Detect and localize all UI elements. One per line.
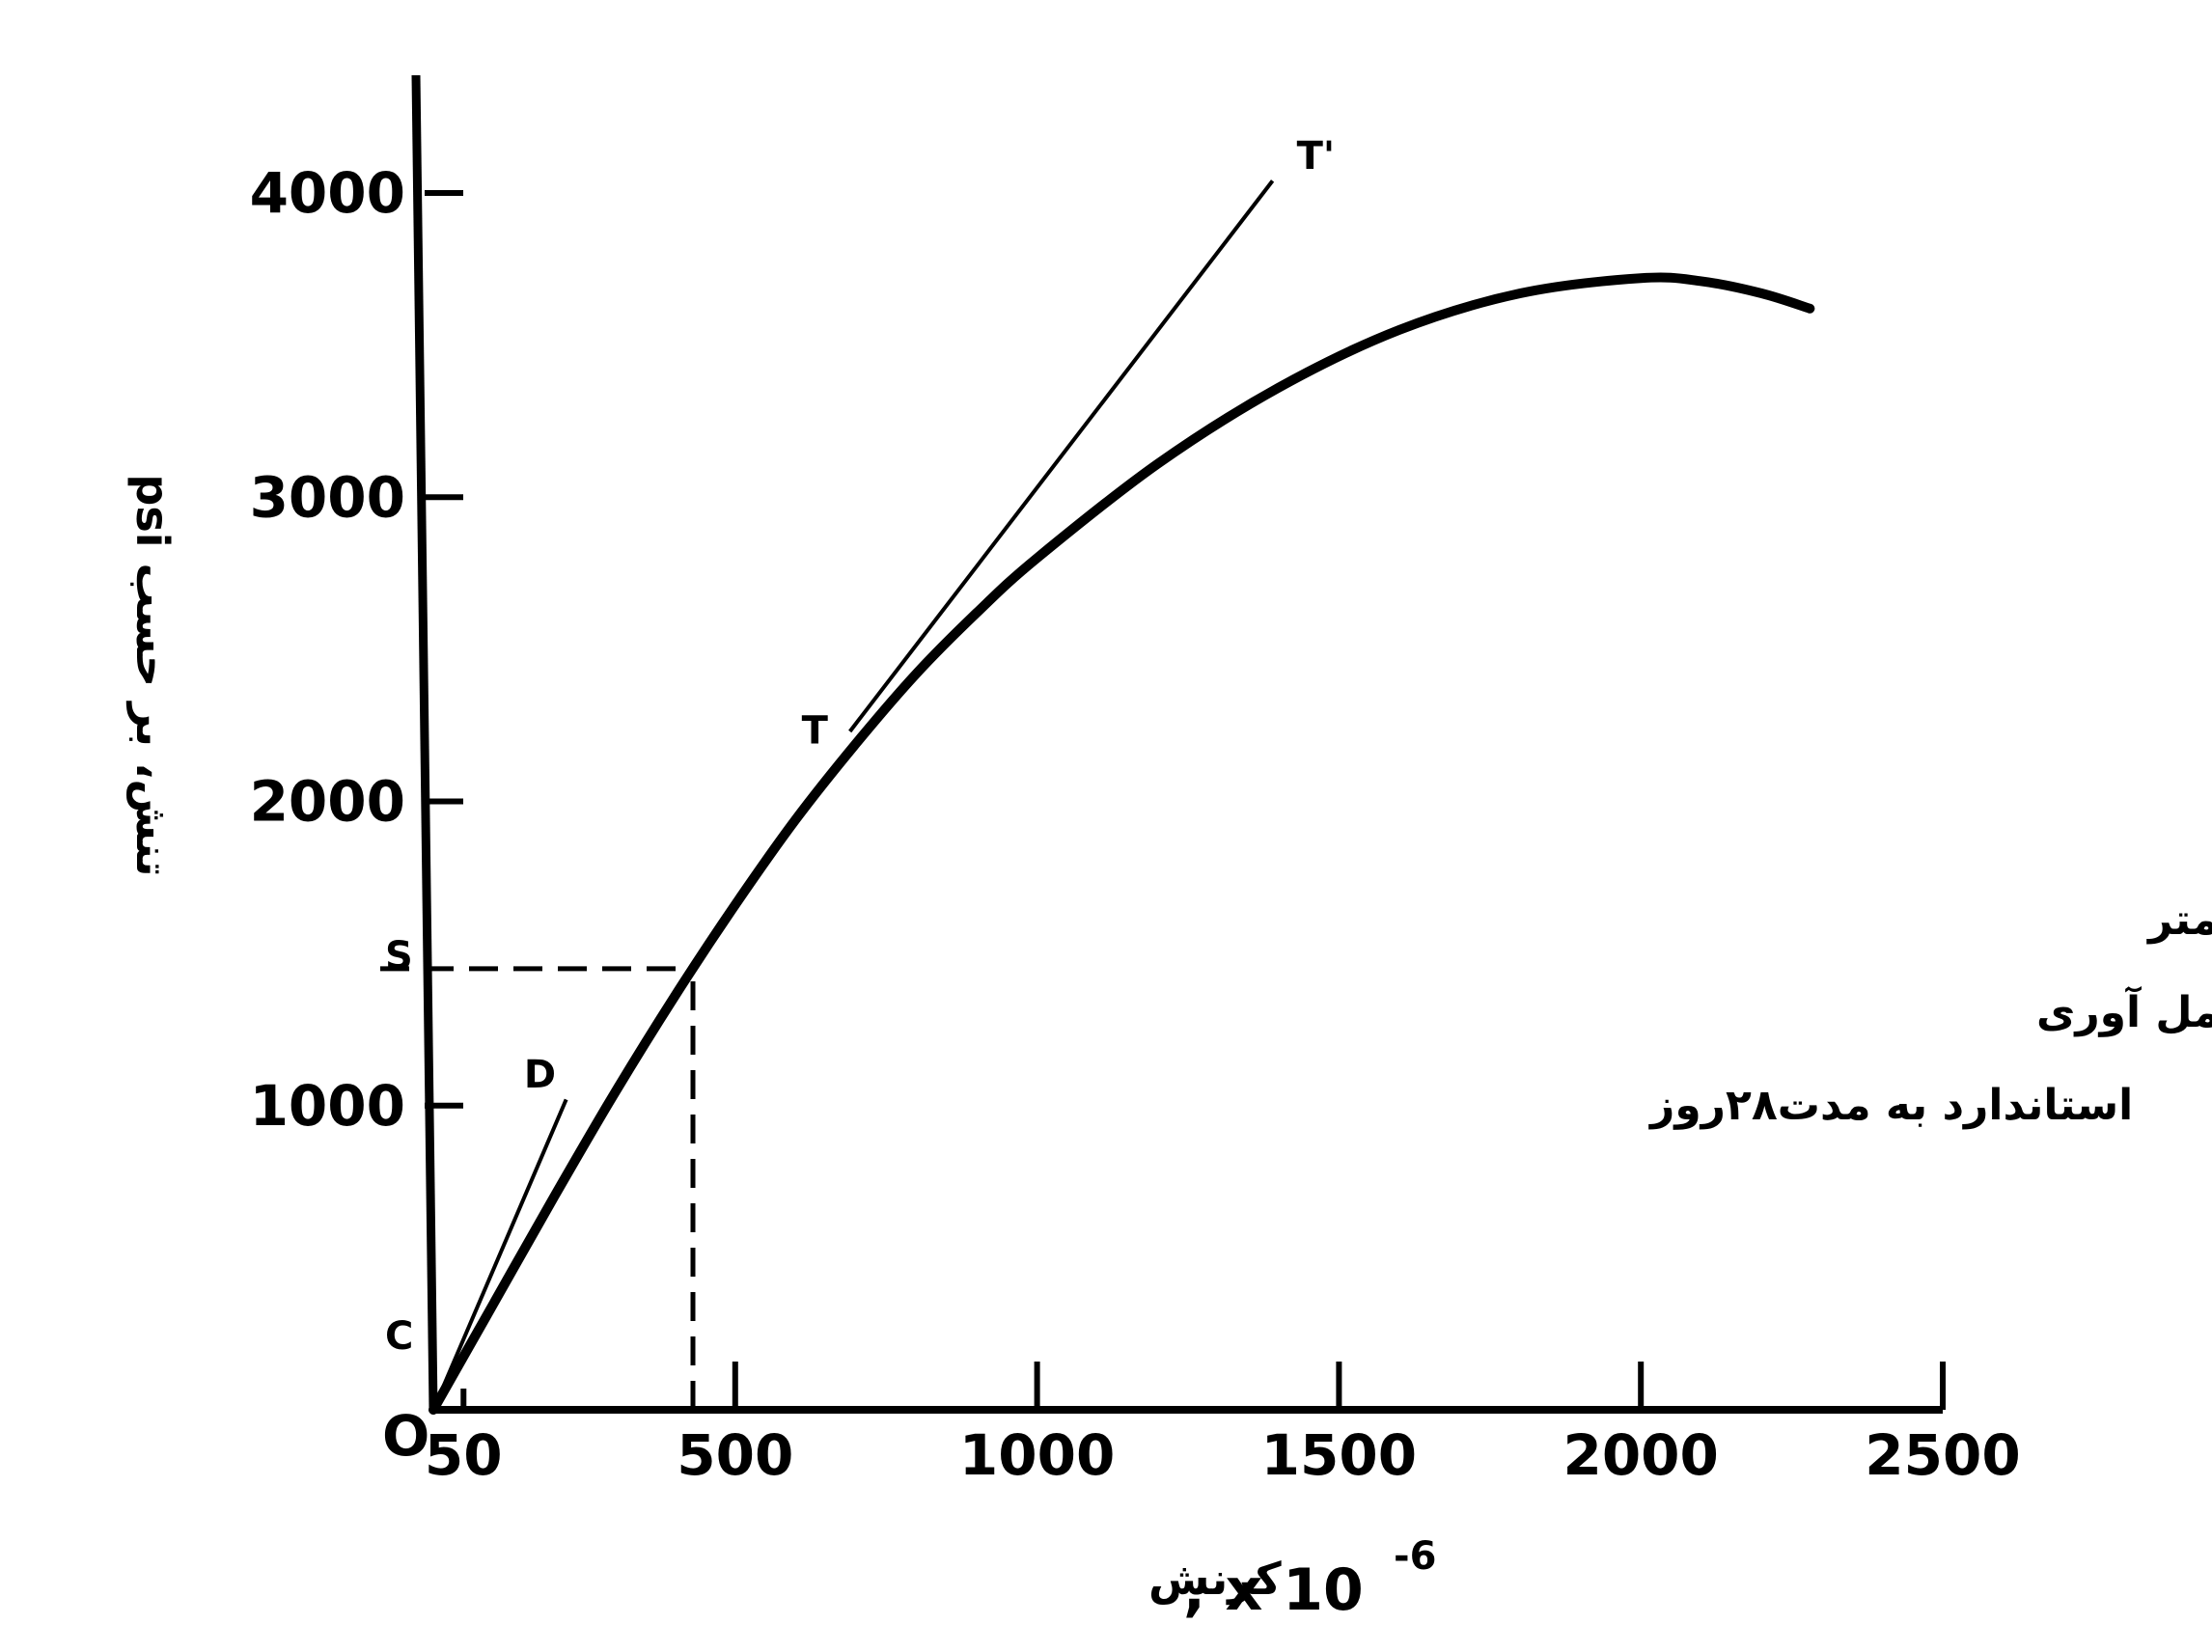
x-tick-label: 50 <box>425 1422 503 1488</box>
x-axis-title: کرنش <box>1148 1553 1282 1605</box>
reference-lines <box>380 966 696 1410</box>
x-axis-scale: , x 10 <box>1183 1556 1364 1624</box>
y-tick-label: 2000 <box>250 769 405 835</box>
initial-tangent <box>431 1098 568 1411</box>
point-label-t: T <box>802 709 829 754</box>
y-tick-label: 1000 <box>250 1073 405 1139</box>
point-label-c: C <box>385 1314 413 1359</box>
note-line-2: (مقاومت طرح ۲۱۰ کیلوگرم بر سانتیمتر مربع… <box>2036 985 2212 1037</box>
y-axis <box>411 74 438 1411</box>
y-axis-ticks: 1000 2000 3000 4000 <box>250 160 463 1139</box>
x-axis-ticks: 50 500 1000 1500 2000 2500 <box>425 1362 2021 1488</box>
y-tick-label: 4000 <box>250 160 405 226</box>
point-label-s: S <box>385 934 413 978</box>
y-axis-title: تنش، بر حسب psi <box>126 474 179 876</box>
x-tick-label: 1500 <box>1261 1422 1417 1488</box>
x-tick-label: 1000 <box>959 1422 1115 1488</box>
point-label-d: D <box>524 1053 556 1097</box>
point-labels: T' T S D C <box>385 134 1335 1359</box>
stress-strain-curve <box>429 272 1815 1415</box>
origin-label: O <box>382 1403 429 1469</box>
x-tick-label: 500 <box>677 1422 793 1488</box>
note-line-1: نسبت آب به سیمان ۶۸٪، نمونهٔ بتنی استوان… <box>2146 893 2212 945</box>
point-label-tprime: T' <box>1297 134 1336 179</box>
x-tick-label: 2000 <box>1562 1422 1718 1488</box>
note-line-3: استاندارد به مدت۲۸روز <box>1648 1081 2133 1130</box>
x-axis-scale-exponent: -6 <box>1394 1534 1436 1579</box>
tangent-line <box>848 179 1275 733</box>
y-tick-label: 3000 <box>250 464 405 530</box>
series-lines <box>429 179 1815 1415</box>
x-tick-label: 2500 <box>1865 1422 2020 1488</box>
